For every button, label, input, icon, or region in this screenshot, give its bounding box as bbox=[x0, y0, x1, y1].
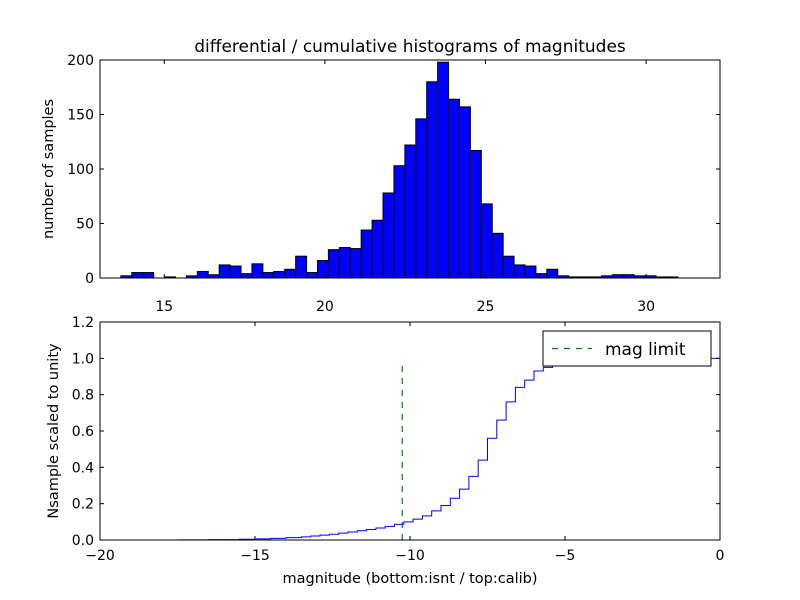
cumulative-y-tick-label: 1.2 bbox=[72, 315, 94, 331]
cumulative-y-tick-label: 0.2 bbox=[72, 497, 94, 513]
histogram-bar bbox=[491, 232, 504, 279]
histogram-bar bbox=[546, 268, 559, 279]
histogram-bar bbox=[218, 264, 231, 279]
cumulative-y-tick-label: 0.0 bbox=[72, 533, 94, 549]
histogram-bar bbox=[229, 265, 242, 279]
histogram-bars bbox=[120, 61, 679, 279]
histogram-bar bbox=[535, 273, 548, 279]
histogram-y-tick-label: 100 bbox=[67, 162, 94, 178]
histogram-bar bbox=[360, 229, 373, 279]
cumulative-x-tick-label: −10 bbox=[395, 548, 425, 564]
histogram-bar bbox=[480, 203, 493, 279]
cumulative-y-tick-label: 1.0 bbox=[72, 351, 94, 367]
histogram-bar bbox=[240, 273, 253, 279]
legend: mag limit bbox=[542, 330, 712, 367]
histogram-y-tick-label: 200 bbox=[67, 53, 94, 69]
histogram-bar bbox=[338, 246, 351, 279]
histogram-x-tick-label: 20 bbox=[316, 299, 334, 315]
histogram-panel: differential / cumulative histograms of … bbox=[41, 37, 721, 315]
histogram-bar bbox=[295, 255, 308, 279]
histogram-y-tick-label: 0 bbox=[85, 271, 94, 287]
histogram-bar bbox=[393, 165, 406, 279]
histogram-bar bbox=[513, 264, 526, 279]
histogram-bar bbox=[349, 248, 362, 279]
histogram-bar bbox=[306, 272, 318, 279]
cumulative-axes-frame bbox=[99, 321, 721, 541]
histogram-bar bbox=[469, 149, 482, 279]
cumulative-panel: −20 −15 −10 −5 0 0.0 0.2 0.4 0.6 0.8 1.0 1.2 magnit… bbox=[46, 315, 724, 587]
histogram-bar bbox=[251, 263, 264, 279]
histogram-bar bbox=[382, 192, 395, 279]
histogram-bar bbox=[196, 270, 209, 279]
histogram-bar bbox=[502, 255, 515, 279]
cumulative-y-tick-label: 0.8 bbox=[72, 388, 94, 404]
histogram-bar bbox=[404, 144, 417, 279]
histogram-bar bbox=[426, 81, 439, 279]
histogram-bar bbox=[142, 272, 155, 279]
histogram-ticks: 15 20 25 30 0 50 100 150 200 bbox=[67, 53, 720, 315]
cumulative-x-tick-label: 0 bbox=[716, 548, 725, 564]
cumulative-x-tick-label: −15 bbox=[240, 548, 270, 564]
chart-title: differential / cumulative histograms of … bbox=[194, 37, 626, 57]
histogram-bar bbox=[437, 61, 450, 279]
histogram-bar bbox=[316, 260, 329, 279]
cumulative-y-tick-label: 0.4 bbox=[72, 460, 94, 476]
histogram-bar bbox=[458, 106, 471, 279]
cumulative-x-tick-label: −20 bbox=[85, 548, 115, 564]
histogram-bar bbox=[131, 272, 144, 279]
cumulative-y-axis-label: Nsample scaled to unity bbox=[46, 343, 62, 519]
legend-mag-limit-label: mag limit bbox=[605, 340, 686, 360]
histogram-bar bbox=[262, 272, 275, 279]
histogram-y-axis-label: number of samples bbox=[41, 99, 57, 239]
histogram-x-tick-label: 25 bbox=[477, 299, 495, 315]
histogram-x-tick-label: 15 bbox=[155, 299, 173, 315]
histogram-bar bbox=[448, 98, 460, 279]
legend-box bbox=[542, 330, 712, 367]
cumulative-x-tick-label: −5 bbox=[555, 548, 576, 564]
histogram-bar bbox=[327, 249, 340, 279]
histogram-y-tick-label: 150 bbox=[67, 108, 94, 124]
histogram-bar bbox=[284, 268, 297, 279]
cumulative-x-axis-label: magnitude (bottom:isnt / top:calib) bbox=[282, 571, 537, 587]
histogram-x-tick-label: 30 bbox=[637, 299, 655, 315]
cumulative-y-tick-label: 0.6 bbox=[72, 424, 94, 440]
histogram-bar bbox=[415, 118, 428, 279]
histogram-bar bbox=[273, 270, 286, 279]
histogram-bar bbox=[524, 265, 537, 279]
histogram-axes-frame bbox=[99, 59, 721, 279]
cumulative-ticks: −20 −15 −10 −5 0 0.0 0.2 0.4 0.6 0.8 1.0 1.2 bbox=[72, 315, 725, 564]
histogram-y-tick-label: 50 bbox=[76, 217, 94, 233]
histogram-bar bbox=[371, 219, 384, 279]
